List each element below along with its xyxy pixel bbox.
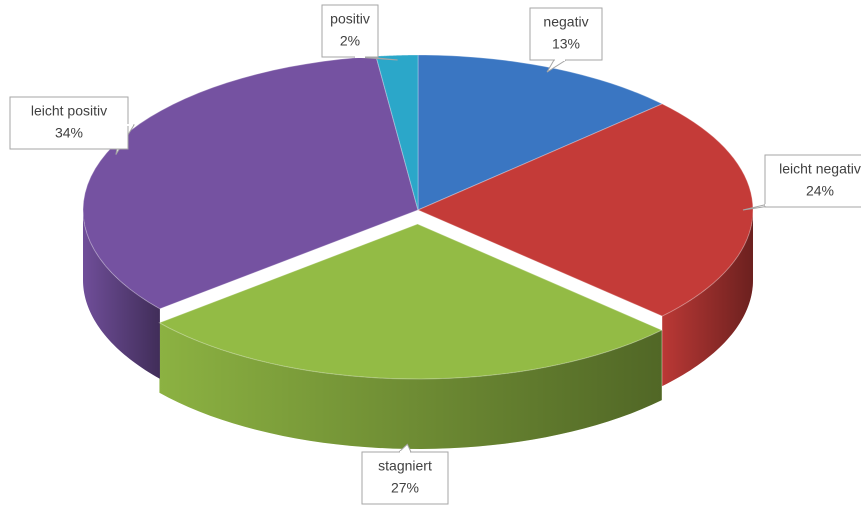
- value-label: 27%: [391, 480, 419, 496]
- slice-side-shade: [662, 210, 753, 387]
- slice-side-shade: [159, 322, 662, 449]
- label-box: [321, 4, 379, 58]
- category-label: leicht positiv: [31, 103, 107, 119]
- category-label: stagniert: [378, 458, 432, 474]
- label-box: [529, 7, 603, 61]
- slice: [375, 54, 419, 211]
- slice: [82, 55, 419, 310]
- category-label: negativ: [543, 14, 588, 30]
- value-label: 34%: [55, 125, 83, 141]
- slice-side-shade: [83, 210, 160, 379]
- slice: [158, 223, 663, 380]
- category-label: positiv: [330, 11, 370, 27]
- value-label: 24%: [806, 183, 834, 199]
- label-box: [361, 451, 449, 505]
- slice: [416, 103, 754, 317]
- value-label: 2%: [340, 33, 360, 49]
- category-label: leicht negativ: [779, 161, 861, 177]
- label-box: [764, 154, 861, 208]
- value-label: 13%: [552, 36, 580, 52]
- label-box: [9, 96, 129, 150]
